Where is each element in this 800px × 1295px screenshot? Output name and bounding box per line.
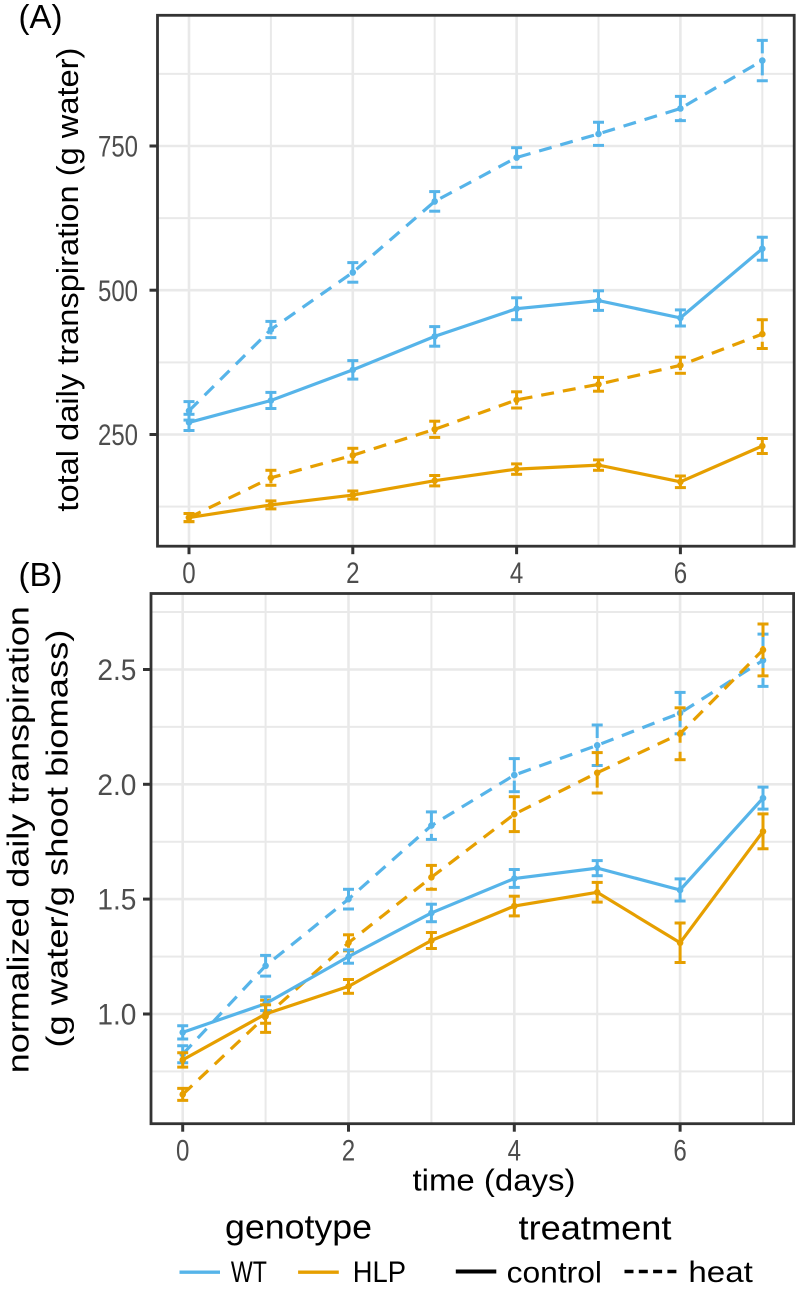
svg-text:2: 2	[346, 557, 359, 590]
svg-text:4: 4	[508, 1134, 521, 1167]
svg-text:1.5: 1.5	[97, 884, 136, 917]
svg-text:2.5: 2.5	[97, 654, 136, 687]
svg-text:1.0: 1.0	[97, 999, 136, 1032]
svg-text:WT: WT	[231, 1256, 267, 1289]
svg-text:genotype: genotype	[225, 1209, 372, 1247]
svg-text:500: 500	[98, 275, 138, 308]
svg-text:HLP: HLP	[353, 1256, 406, 1289]
svg-text:normalized daily transpiration: normalized daily transpiration	[1, 606, 36, 1073]
svg-text:control: control	[507, 1256, 602, 1289]
svg-text:6: 6	[674, 557, 687, 590]
svg-text:time (days): time (days)	[413, 1163, 576, 1198]
svg-text:(B): (B)	[19, 556, 63, 593]
svg-text:2: 2	[342, 1134, 355, 1167]
svg-text:treatment: treatment	[519, 1210, 673, 1248]
svg-text:6: 6	[673, 1134, 686, 1167]
svg-text:total daily transpiration (g w: total daily transpiration (g water)	[50, 48, 85, 512]
svg-text:250: 250	[98, 419, 138, 452]
svg-text:2.0: 2.0	[97, 769, 136, 802]
svg-text:heat: heat	[688, 1256, 753, 1289]
svg-text:4: 4	[510, 557, 523, 590]
svg-text:(g water/g shoot biomass): (g water/g shoot biomass)	[40, 630, 75, 1048]
svg-text:0: 0	[176, 1134, 189, 1167]
svg-text:(A): (A)	[19, 0, 63, 35]
svg-text:750: 750	[98, 131, 138, 164]
svg-text:0: 0	[182, 557, 195, 590]
